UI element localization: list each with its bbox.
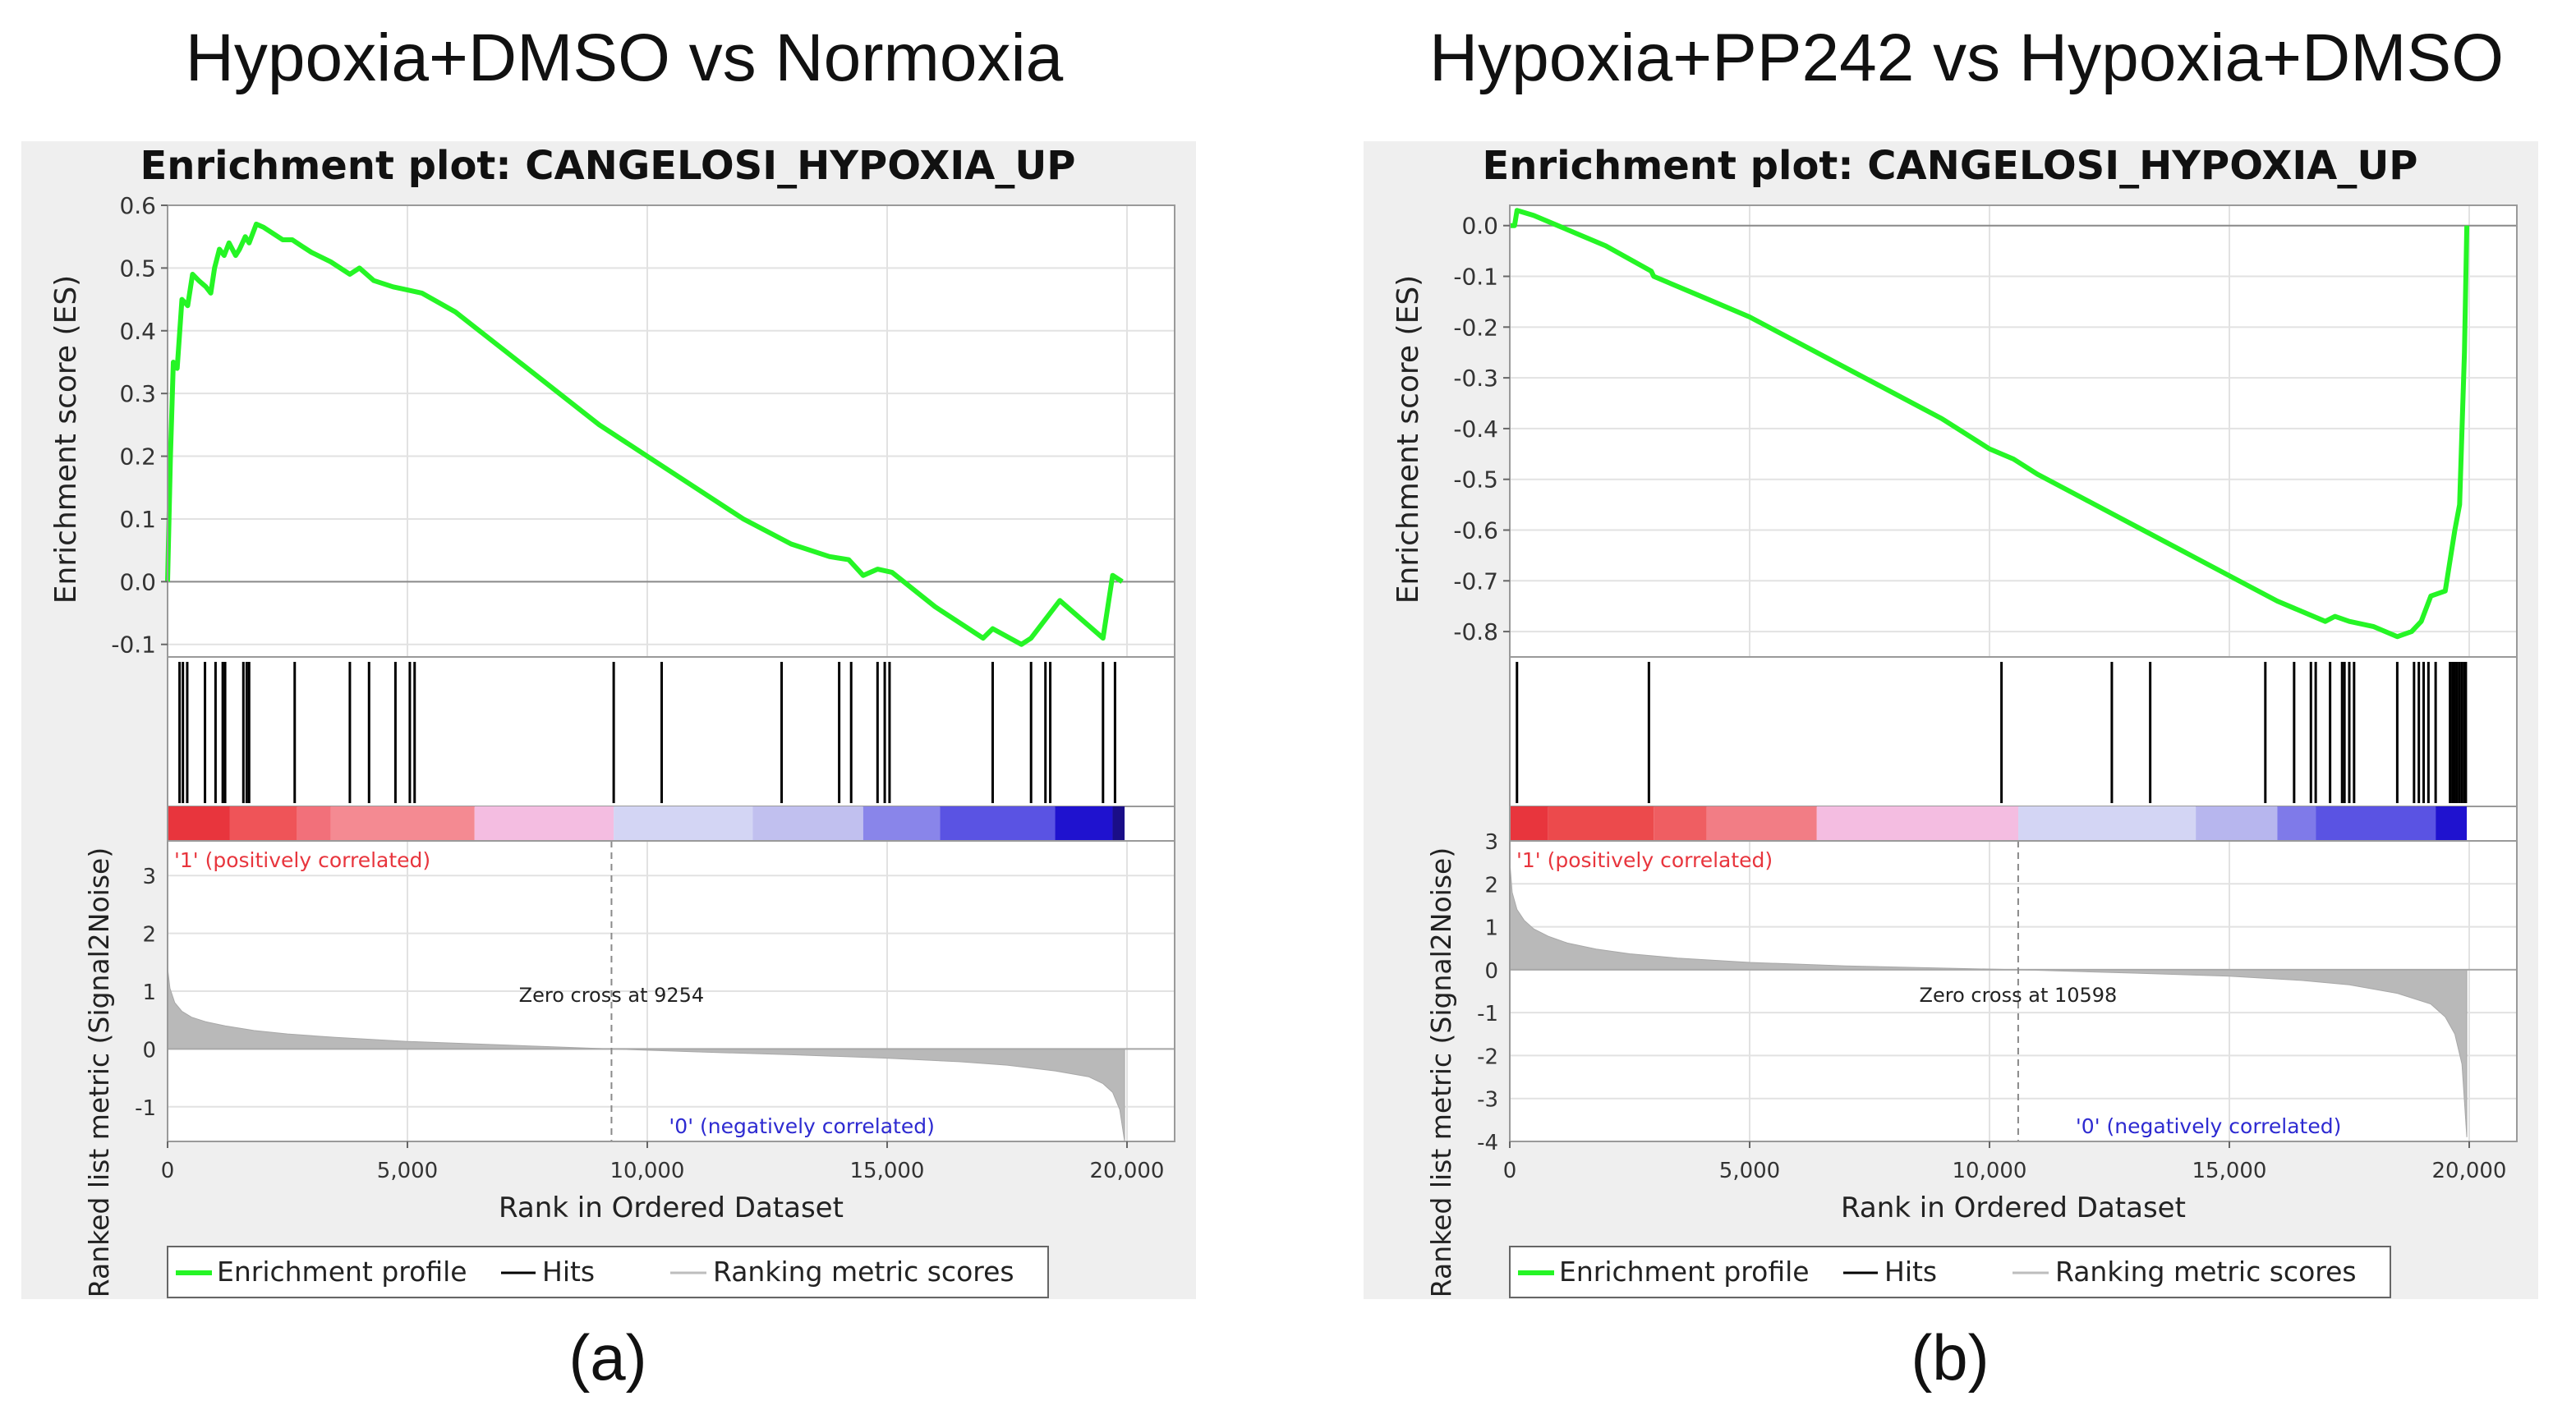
metric-tick-label: 2 — [142, 923, 156, 948]
es-tick-label: -0.4 — [1453, 416, 1498, 443]
metric-tick-label: 0 — [1484, 959, 1498, 984]
x-tick-label: 15,000 — [850, 1159, 925, 1183]
es-tick-label: -0.2 — [1453, 314, 1498, 341]
panel-caption: (b) — [1911, 1321, 1989, 1394]
x-tick-label: 15,000 — [2192, 1159, 2267, 1183]
hits-band — [1516, 662, 2468, 803]
x-tick-label: 20,000 — [2432, 1159, 2507, 1183]
heatmap-segment — [614, 806, 753, 841]
comparison-title: Hypoxia+PP242 vs Hypoxia+DMSO — [1429, 21, 2504, 95]
metric-tick-label: -3 — [1477, 1088, 1498, 1113]
heatmap-segment — [1706, 806, 1817, 841]
x-tick-label: 20,000 — [1090, 1159, 1165, 1183]
es-tick-label: -0.1 — [111, 631, 156, 659]
es-tick-label: 0.2 — [119, 443, 156, 471]
legend-hits-label: Hits — [1884, 1256, 1937, 1288]
legend-metric-label: Ranking metric scores — [2055, 1256, 2357, 1288]
metric-tick-label: -4 — [1477, 1131, 1498, 1155]
es-tick-label: -0.1 — [1453, 264, 1498, 291]
gsea-panel-b: Hypoxia+PP242 vs Hypoxia+DMSO (b) Enrichme… — [1342, 0, 2576, 1419]
es-tick-label: -0.8 — [1453, 618, 1498, 645]
enrichment-profile-line — [1510, 208, 2470, 640]
es-axis-label: Enrichment score (ES) — [49, 275, 83, 604]
legend-metric-label: Ranking metric scores — [713, 1256, 1014, 1288]
es-tick-label: -0.3 — [1453, 365, 1498, 392]
heatmap-segment — [752, 806, 863, 841]
es-tick-label: 0.6 — [119, 192, 156, 219]
metric-tick-label: 0 — [142, 1038, 156, 1063]
positive-correlation-label: '1' (positively correlated) — [174, 848, 430, 872]
panel-caption: (a) — [568, 1321, 646, 1394]
heatmap-segment — [940, 806, 1056, 841]
metric-tick-label: 1 — [1484, 916, 1498, 941]
enrichment-plot-title: Enrichment plot: CANGELOSI_HYPOXIA_UP — [140, 143, 1076, 189]
hits-band — [178, 662, 1116, 803]
gsea-panel-a: Hypoxia+DMSO vs Normoxia (a) Enrichment pl… — [21, 21, 1196, 1394]
heatmap-segment — [229, 806, 297, 841]
enrichment-profile-line — [165, 221, 1124, 647]
legend: Enrichment profile Hits Ranking metric sco… — [1509, 1246, 2391, 1298]
ranking-heatmap — [1509, 806, 2518, 842]
legend-hits-label: Hits — [542, 1256, 595, 1288]
heatmap-segment — [862, 806, 941, 841]
heatmap-segment — [1816, 806, 2019, 841]
metric-tick-label: 2 — [1484, 873, 1498, 898]
heatmap-segment — [2316, 806, 2436, 841]
es-tick-label: 0.0 — [1461, 213, 1498, 240]
heatmap-segment — [1548, 806, 1654, 841]
es-tick-label: -0.7 — [1453, 567, 1498, 595]
x-axis-label: Rank in Ordered Dataset — [499, 1192, 844, 1224]
heatmap-segment — [2196, 806, 2278, 841]
metric-tick-label: 3 — [142, 865, 156, 889]
ranking-heatmap — [167, 806, 1175, 842]
heatmap-segment — [2277, 806, 2316, 841]
negative-correlation-label: '0' (negatively correlated) — [669, 1114, 934, 1138]
plot-area — [168, 205, 1175, 1141]
heatmap-segment — [1112, 806, 1125, 841]
heatmap-segment — [1654, 806, 1707, 841]
metric-tick-label: 1 — [142, 980, 156, 1005]
es-tick-label: 0.5 — [119, 255, 156, 282]
x-tick-label: 0 — [161, 1159, 175, 1183]
es-tick-label: 0.0 — [119, 568, 156, 595]
heatmap-segment — [168, 806, 230, 841]
legend-es-label: Enrichment profile — [1559, 1256, 1810, 1288]
heatmap-segment — [474, 806, 614, 841]
comparison-title: Hypoxia+DMSO vs Normoxia — [186, 21, 1064, 95]
gsea-chart-svg: Hypoxia+DMSO vs Normoxia (a) Enrichment pl… — [21, 21, 1196, 1394]
heatmap-segment — [1055, 806, 1113, 841]
x-tick-label: 5,000 — [377, 1159, 438, 1183]
metric-axis-label: Ranked list metric (Signal2Noise) — [83, 847, 115, 1297]
x-tick-label: 10,000 — [610, 1159, 685, 1183]
metric-tick-label: -2 — [1477, 1045, 1498, 1069]
x-tick-label: 5,000 — [1719, 1159, 1780, 1183]
gsea-chart-svg: Hypoxia+PP242 vs Hypoxia+DMSO (b) Enrichme… — [1364, 21, 2538, 1394]
es-tick-label: 0.3 — [119, 380, 156, 407]
metric-tick-label: -1 — [135, 1096, 156, 1121]
enrichment-plot-title: Enrichment plot: CANGELOSI_HYPOXIA_UP — [1483, 143, 2418, 189]
x-axis-label: Rank in Ordered Dataset — [1841, 1192, 2186, 1224]
metric-tick-label: -1 — [1477, 1002, 1498, 1026]
heatmap-segment — [2018, 806, 2196, 841]
es-tick-label: -0.5 — [1453, 466, 1498, 494]
es-tick-label: 0.1 — [119, 506, 156, 533]
es-axis-label: Enrichment score (ES) — [1392, 275, 1425, 604]
es-tick-label: 0.4 — [119, 318, 156, 345]
legend: Enrichment profile Hits Ranking metric sco… — [167, 1246, 1049, 1298]
metric-tick-label: 3 — [1484, 830, 1498, 855]
legend-es-label: Enrichment profile — [217, 1256, 467, 1288]
positive-correlation-label: '1' (positively correlated) — [1516, 848, 1773, 872]
heatmap-segment — [1510, 806, 1548, 841]
heatmap-segment — [297, 806, 331, 841]
x-tick-label: 10,000 — [1953, 1159, 2027, 1183]
x-tick-label: 0 — [1503, 1159, 1517, 1183]
es-tick-label: -0.6 — [1453, 517, 1498, 544]
zero-cross-label: Zero cross at 9254 — [519, 984, 705, 1007]
metric-axis-label: Ranked list metric (Signal2Noise) — [1425, 847, 1457, 1297]
negative-correlation-label: '0' (negatively correlated) — [2076, 1114, 2341, 1138]
ranking-metric-area — [1509, 862, 2468, 1137]
zero-cross-label: Zero cross at 10598 — [1920, 984, 2118, 1007]
heatmap-segment — [330, 806, 475, 841]
heatmap-segment — [2436, 806, 2468, 841]
